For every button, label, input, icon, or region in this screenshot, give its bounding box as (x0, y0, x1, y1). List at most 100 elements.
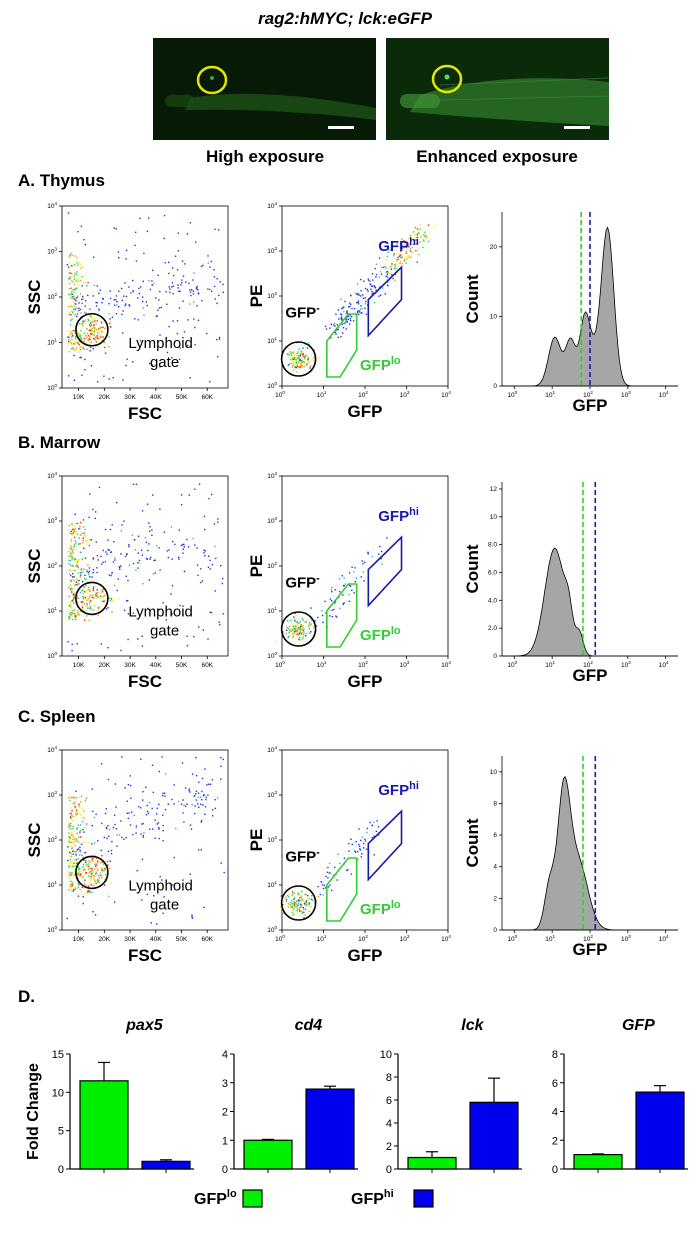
event-dot (288, 363, 291, 365)
event-dot (77, 824, 80, 826)
event-dot (315, 625, 318, 627)
event-dot (188, 494, 191, 496)
event-dot (117, 251, 120, 253)
event-dot (165, 291, 167, 293)
event-dot (220, 757, 222, 759)
event-dot (131, 811, 133, 813)
gfp-axis-label: GFP (348, 946, 383, 965)
event-dot (286, 620, 288, 622)
event-dot (296, 365, 298, 367)
gfp-lo-gate (326, 313, 358, 378)
event-dot (152, 791, 154, 794)
event-dot (79, 521, 82, 524)
x-tick-label: 20K (99, 394, 111, 401)
event-dot (321, 884, 324, 886)
event-dot (125, 575, 127, 577)
event-dot (92, 320, 94, 323)
event-dot (165, 619, 168, 621)
event-dot (274, 641, 277, 643)
event-dot (70, 546, 73, 549)
event-dot (373, 835, 375, 837)
event-dot (122, 310, 124, 312)
event-dot (71, 841, 73, 843)
event-dot (325, 887, 327, 889)
count-axis-label: Count (463, 274, 482, 323)
scale-bar (564, 126, 590, 129)
event-dot (80, 813, 82, 816)
event-dot (331, 586, 333, 589)
event-dot (209, 288, 211, 291)
event-dot (77, 334, 80, 336)
event-dot (77, 559, 80, 562)
event-dot (282, 904, 284, 906)
event-dot (135, 260, 138, 262)
event-dot (84, 869, 86, 871)
event-dot (68, 832, 70, 834)
event-dot (327, 877, 329, 879)
event-dot (87, 294, 89, 297)
event-dot (69, 824, 71, 827)
event-dot (78, 848, 80, 850)
event-dot (158, 770, 160, 773)
event-dot (155, 315, 158, 318)
event-dot (79, 888, 81, 891)
event-dot (366, 827, 369, 830)
event-dot (102, 549, 104, 552)
event-dot (203, 515, 206, 518)
event-dot (209, 568, 211, 570)
event-dot (107, 778, 110, 781)
event-dot (220, 862, 222, 864)
event-dot (104, 352, 107, 354)
event-dot (97, 326, 100, 328)
event-dot (68, 825, 70, 827)
event-dot (299, 366, 301, 368)
event-dot (78, 307, 80, 309)
y-tick-label: 8 (493, 800, 497, 807)
tick-exponent: 1 (274, 880, 277, 885)
x-tick-label: 102 (583, 660, 593, 669)
gfp-neg-label: GFP- (285, 847, 320, 866)
event-dot (74, 569, 76, 572)
event-dot (220, 565, 222, 567)
event-dot (96, 595, 98, 597)
event-dot (92, 572, 94, 574)
gfp-hi-gate (367, 265, 403, 338)
event-dot (363, 280, 365, 282)
event-dot (409, 244, 412, 246)
event-dot (372, 821, 375, 823)
tick-exponent: 0 (515, 390, 518, 395)
tick-exponent: 4 (54, 201, 57, 206)
event-dot (87, 541, 89, 544)
event-dot (115, 295, 118, 297)
event-dot (81, 891, 83, 893)
event-dot (134, 318, 136, 320)
event-dot (291, 894, 293, 896)
event-dot (210, 611, 213, 614)
event-dot (81, 867, 83, 869)
event-dot (78, 543, 80, 545)
event-dot (137, 562, 139, 564)
event-dot (121, 836, 123, 839)
event-dot (78, 579, 80, 582)
event-dot (77, 566, 80, 569)
y-tick-label: 2 (552, 1135, 558, 1147)
event-dot (293, 616, 295, 618)
event-dot (414, 233, 416, 236)
event-dot (408, 246, 410, 248)
event-dot (291, 905, 294, 907)
event-dot (291, 366, 294, 369)
event-dot (181, 279, 183, 281)
event-dot (197, 289, 199, 291)
event-dot (83, 610, 85, 612)
event-dot (401, 263, 404, 265)
event-dot (106, 827, 108, 830)
event-dot (80, 323, 83, 325)
event-dot (190, 828, 193, 830)
event-dot (362, 571, 364, 573)
event-dot (71, 617, 73, 619)
event-dot (68, 272, 70, 274)
event-dot (192, 537, 194, 540)
event-dot (380, 273, 383, 275)
event-dot (293, 892, 295, 894)
event-dot (69, 859, 72, 861)
